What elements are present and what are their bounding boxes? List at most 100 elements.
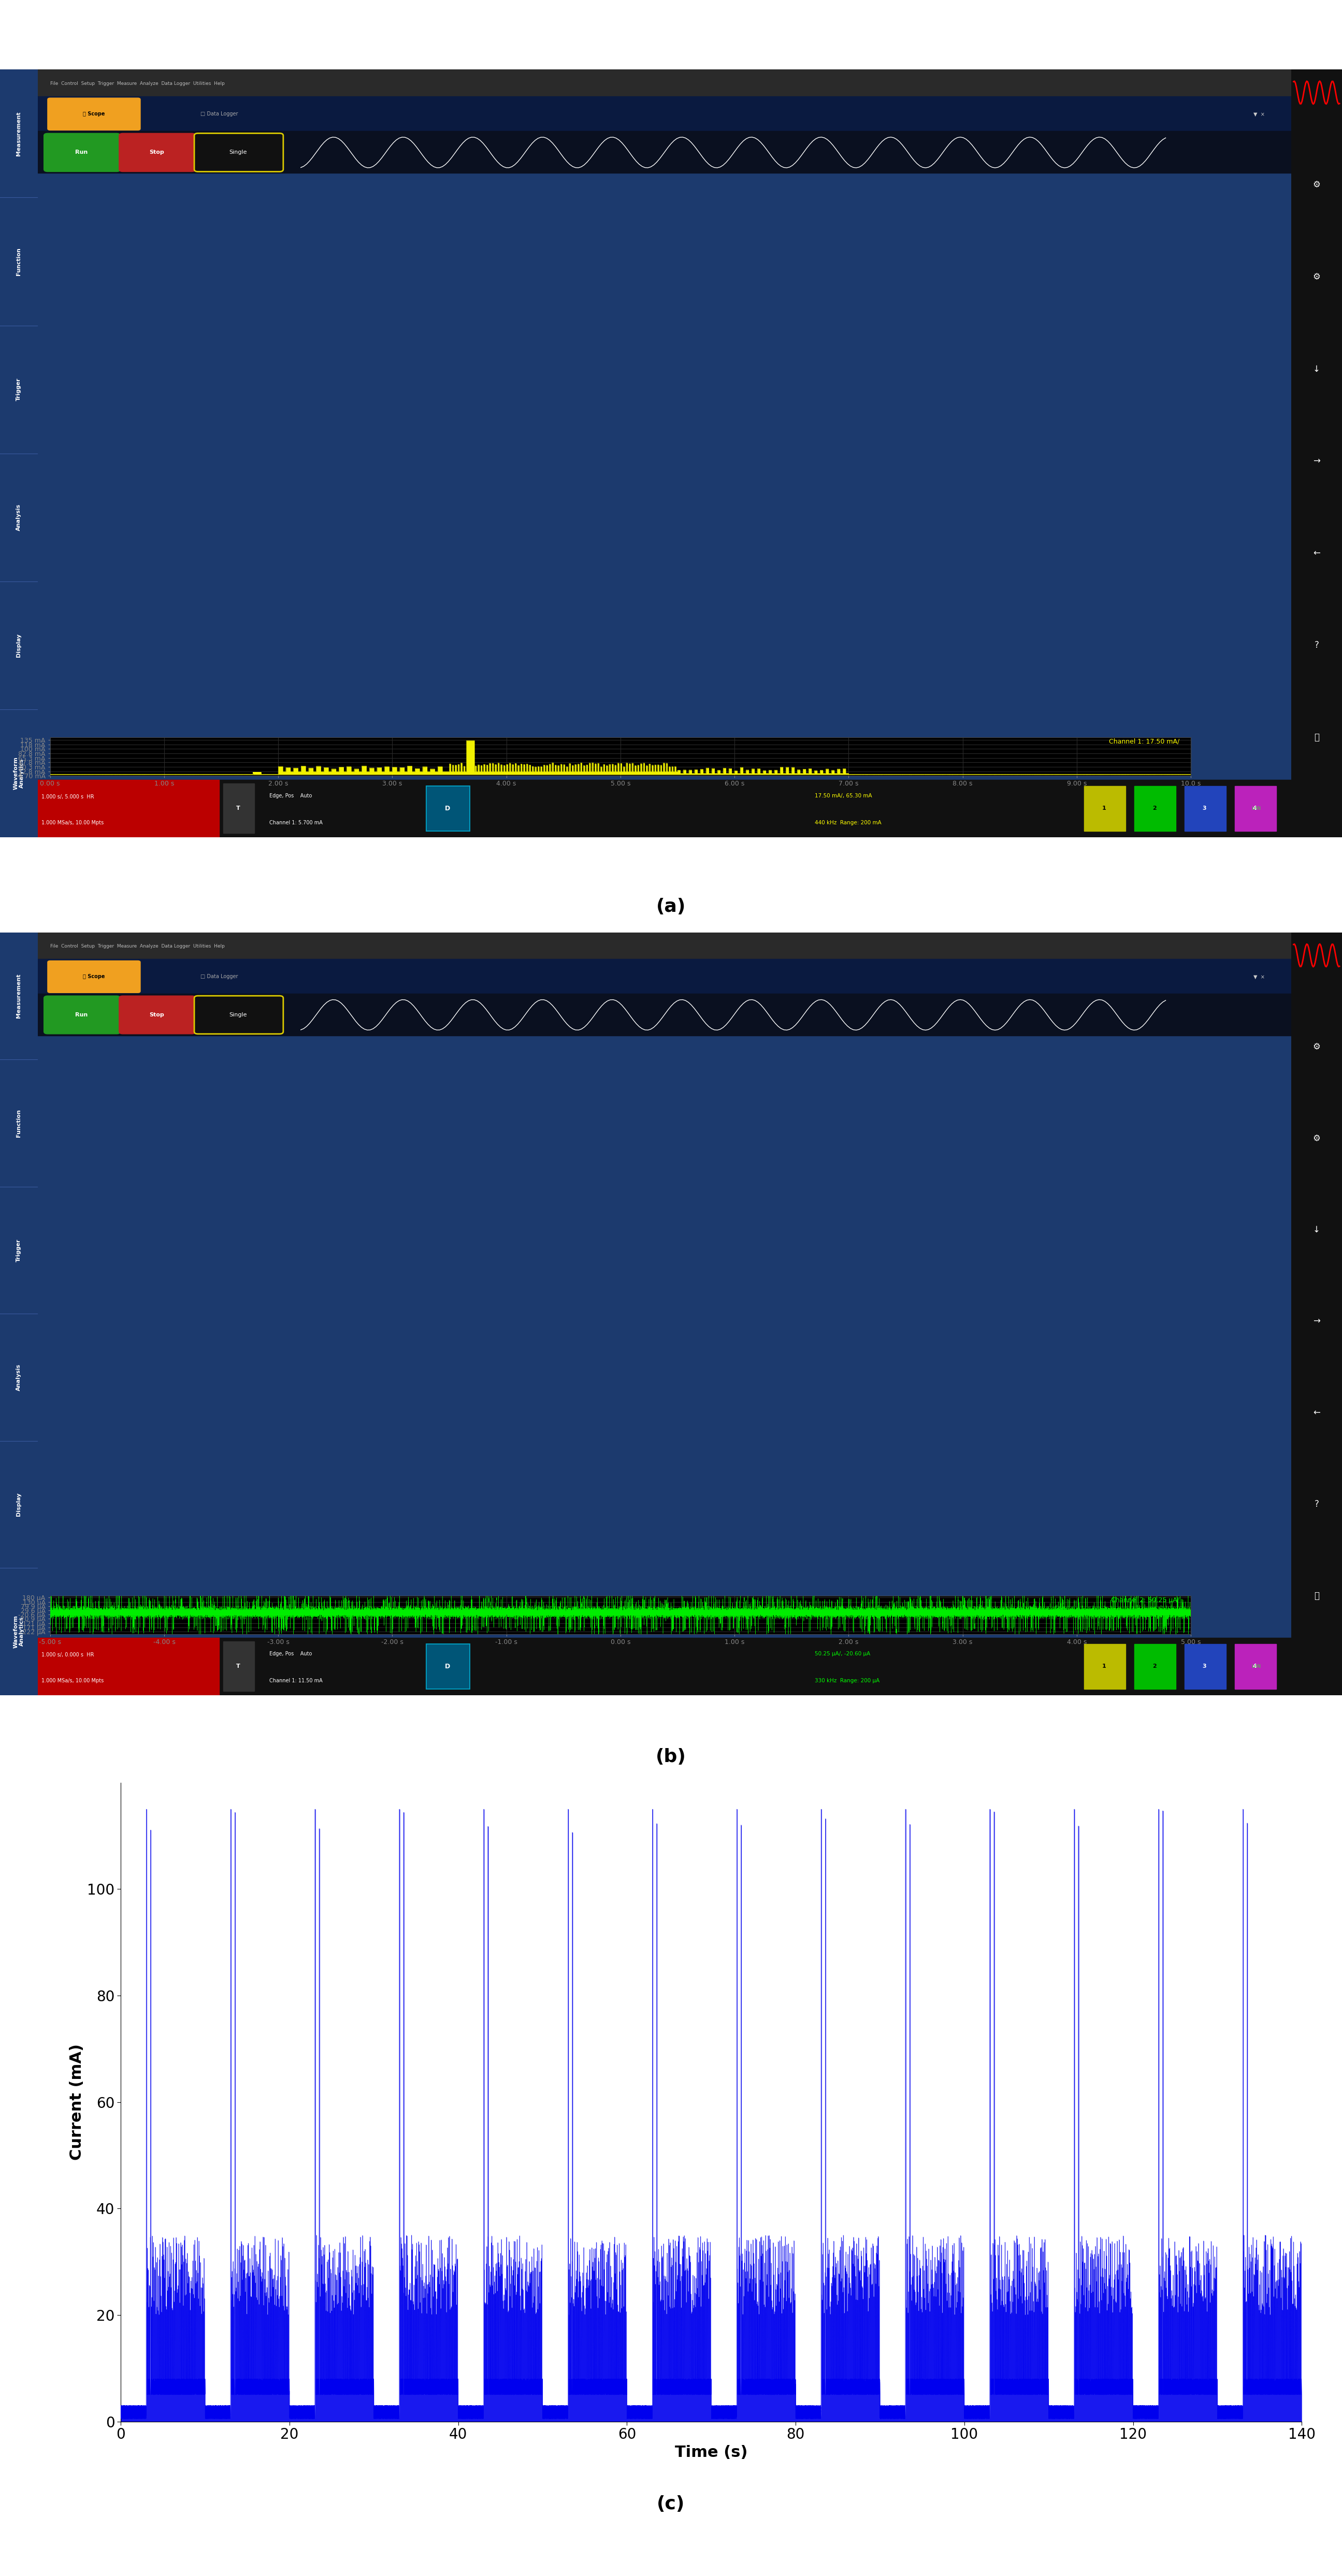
Text: 2: 2: [1153, 806, 1157, 811]
Bar: [427, 786, 470, 832]
Bar: [38, 1638, 1291, 1695]
Text: Measurement: Measurement: [16, 111, 21, 155]
Text: □ Data Logger: □ Data Logger: [200, 974, 238, 979]
Bar: [1235, 1643, 1276, 1690]
Text: ←: ←: [1312, 1409, 1321, 1417]
Text: ↓: ↓: [1312, 363, 1321, 374]
FancyBboxPatch shape: [119, 134, 196, 173]
Text: File  Control  Setup  Trigger  Measure  Analyze  Data Logger  Utilities  Help: File Control Setup Trigger Measure Analy…: [50, 80, 224, 85]
Bar: [38, 994, 1291, 1036]
Text: 1.000 MSa/s, 10.00 Mpts: 1.000 MSa/s, 10.00 Mpts: [42, 1677, 103, 1682]
Text: Channel 2: 50.25 μA/: Channel 2: 50.25 μA/: [1111, 1597, 1180, 1602]
Text: Edge, Pos    Auto: Edge, Pos Auto: [270, 1651, 313, 1656]
Bar: [1185, 1643, 1225, 1690]
Text: Edge, Pos    Auto: Edge, Pos Auto: [270, 793, 313, 799]
Text: Single: Single: [229, 1012, 247, 1018]
FancyBboxPatch shape: [195, 134, 283, 173]
Text: (a): (a): [656, 899, 686, 914]
Text: Trigger: Trigger: [16, 1239, 21, 1262]
Text: T: T: [236, 1664, 240, 1669]
Text: →: →: [1312, 1316, 1321, 1327]
Text: 17.50 mA/, 65.30 mA: 17.50 mA/, 65.30 mA: [815, 793, 872, 799]
FancyBboxPatch shape: [44, 134, 121, 173]
Bar: [1134, 1643, 1176, 1690]
Text: Channel 1: 17.50 mA/: Channel 1: 17.50 mA/: [1108, 739, 1180, 744]
Text: D: D: [444, 1664, 450, 1669]
Text: 1.000 s/, 0.000 s  HR: 1.000 s/, 0.000 s HR: [42, 1651, 94, 1656]
Bar: [38, 781, 219, 837]
Bar: [38, 131, 1291, 173]
Text: Waveform
Analytics: Waveform Analytics: [13, 757, 24, 791]
Text: 🔧: 🔧: [1314, 732, 1319, 742]
Y-axis label: Current (mA): Current (mA): [70, 2043, 85, 2161]
FancyBboxPatch shape: [119, 997, 196, 1033]
Text: Analysis: Analysis: [16, 1363, 21, 1391]
FancyBboxPatch shape: [44, 997, 121, 1033]
Text: LAN: LAN: [1251, 1664, 1260, 1669]
Text: Stop: Stop: [149, 149, 164, 155]
Text: 1: 1: [1102, 806, 1106, 811]
Text: Channel 1: 5.700 mA: Channel 1: 5.700 mA: [270, 819, 322, 824]
Text: Run: Run: [75, 149, 87, 155]
Text: Stop: Stop: [149, 1012, 164, 1018]
Bar: [38, 1638, 219, 1695]
Text: Function: Function: [16, 247, 21, 276]
Text: 1: 1: [1102, 1664, 1106, 1669]
Bar: [1185, 786, 1225, 832]
Text: 50.25 μA/, -20.60 μA: 50.25 μA/, -20.60 μA: [815, 1651, 870, 1656]
Text: ↓: ↓: [1312, 1226, 1321, 1234]
Text: 4: 4: [1252, 806, 1256, 811]
Bar: [38, 70, 1291, 95]
FancyBboxPatch shape: [47, 961, 141, 992]
Text: File  Control  Setup  Trigger  Measure  Analyze  Data Logger  Utilities  Help: File Control Setup Trigger Measure Analy…: [50, 943, 224, 948]
FancyBboxPatch shape: [195, 997, 283, 1033]
Text: ?: ?: [1314, 1499, 1319, 1510]
Text: Analysis: Analysis: [16, 505, 21, 531]
Bar: [223, 783, 255, 835]
Bar: [1134, 786, 1176, 832]
Text: □ Data Logger: □ Data Logger: [200, 111, 238, 116]
Text: ⚙: ⚙: [1312, 180, 1321, 191]
X-axis label: Time (s): Time (s): [675, 2445, 747, 2460]
Text: 3: 3: [1202, 1664, 1206, 1669]
Text: 1.000 MSa/s, 10.00 Mpts: 1.000 MSa/s, 10.00 Mpts: [42, 819, 103, 824]
Text: ?: ?: [1314, 641, 1319, 649]
Text: ←: ←: [1312, 549, 1321, 559]
Text: Function: Function: [16, 1110, 21, 1136]
Text: ▼  ×: ▼ ×: [1253, 111, 1264, 116]
Bar: [223, 1641, 255, 1692]
Bar: [38, 933, 1291, 958]
Text: 4: 4: [1252, 1664, 1256, 1669]
Text: LAN: LAN: [1251, 806, 1260, 811]
Text: 🔊 Scope: 🔊 Scope: [83, 974, 105, 979]
Text: 🔊 Scope: 🔊 Scope: [83, 111, 105, 116]
Text: 1.000 s/, 5.000 s  HR: 1.000 s/, 5.000 s HR: [42, 793, 94, 799]
Text: (c): (c): [658, 2496, 684, 2512]
Text: Display: Display: [16, 1492, 21, 1517]
Text: ⚙: ⚙: [1312, 1043, 1321, 1051]
Bar: [38, 958, 1291, 994]
FancyBboxPatch shape: [47, 98, 141, 131]
Text: Measurement: Measurement: [16, 974, 21, 1018]
Text: 2: 2: [1153, 1664, 1157, 1669]
Bar: [1235, 786, 1276, 832]
Text: 🔧: 🔧: [1314, 1592, 1319, 1600]
Bar: [38, 95, 1291, 131]
Text: D: D: [444, 806, 450, 811]
Text: Channel 1: 11.50 mA: Channel 1: 11.50 mA: [270, 1677, 322, 1682]
Text: ⚙: ⚙: [1312, 273, 1321, 281]
Text: 440 kHz  Range: 200 mA: 440 kHz Range: 200 mA: [815, 819, 882, 824]
Text: 3: 3: [1202, 806, 1206, 811]
Bar: [1084, 786, 1126, 832]
Text: Trigger: Trigger: [16, 379, 21, 402]
Text: Single: Single: [229, 149, 247, 155]
Bar: [38, 781, 1291, 837]
Bar: [427, 1643, 470, 1690]
Text: Run: Run: [75, 1012, 87, 1018]
Text: Display: Display: [16, 634, 21, 657]
Text: ▼  ×: ▼ ×: [1253, 974, 1264, 979]
Text: →: →: [1312, 456, 1321, 466]
Text: ⚙: ⚙: [1312, 1133, 1321, 1144]
Text: T: T: [236, 806, 240, 811]
Text: (b): (b): [656, 1749, 686, 1765]
